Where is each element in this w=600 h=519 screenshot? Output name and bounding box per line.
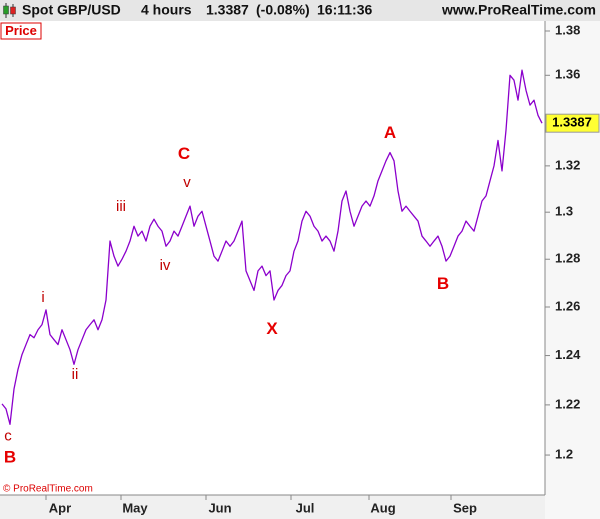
wave-label: C <box>178 144 190 163</box>
header-last-value: 1.3387 <box>206 2 249 18</box>
source: www.ProRealTime.com <box>441 2 596 18</box>
y-tick-label: 1.28 <box>555 251 580 266</box>
wave-label: i <box>41 289 44 306</box>
y-tick-label: 1.36 <box>555 67 580 82</box>
x-axis-area <box>0 495 545 519</box>
wave-label: iii <box>116 198 126 215</box>
wave-label: v <box>183 174 191 191</box>
y-tick-label: 1.26 <box>555 298 580 313</box>
instrument: Spot GBP/USD <box>22 2 121 18</box>
y-tick-label: 1.24 <box>555 347 581 362</box>
time: 16:11:36 <box>317 2 372 18</box>
header-bar <box>0 0 600 21</box>
y-tick-label: 1.38 <box>555 22 580 37</box>
wave-label: c <box>4 428 12 445</box>
panel-label: Price <box>5 23 37 38</box>
y-tick-label: 1.2 <box>555 446 573 461</box>
wave-label: A <box>384 123 396 142</box>
wave-label: X <box>266 319 278 338</box>
last-value-box <box>545 113 600 133</box>
x-tick-label: Jun <box>208 500 231 515</box>
last-value-label: 1.3387 <box>552 115 592 130</box>
x-tick-label: Apr <box>49 500 71 515</box>
y-axis-area <box>545 21 600 519</box>
x-tick-label: Aug <box>370 500 395 515</box>
wave-label: B <box>437 274 449 293</box>
x-tick-label: May <box>122 500 148 515</box>
change: (-0.08%) <box>256 2 310 18</box>
price-line <box>1 69 543 425</box>
y-tick-label: 1.3 <box>555 204 573 219</box>
panel-label-box <box>0 22 42 40</box>
wave-label: ii <box>72 366 79 383</box>
app-icon <box>3 3 16 18</box>
x-tick-label: Jul <box>296 500 315 515</box>
x-tick-label: Sep <box>453 500 477 515</box>
y-tick-label: 1.32 <box>555 157 580 172</box>
copyright: © ProRealTime.com <box>3 484 93 495</box>
wave-label: B <box>4 448 16 467</box>
y-tick-label: 1.22 <box>555 396 580 411</box>
timeframe: 4 hours <box>141 2 192 18</box>
wave-label: iv <box>160 257 171 274</box>
